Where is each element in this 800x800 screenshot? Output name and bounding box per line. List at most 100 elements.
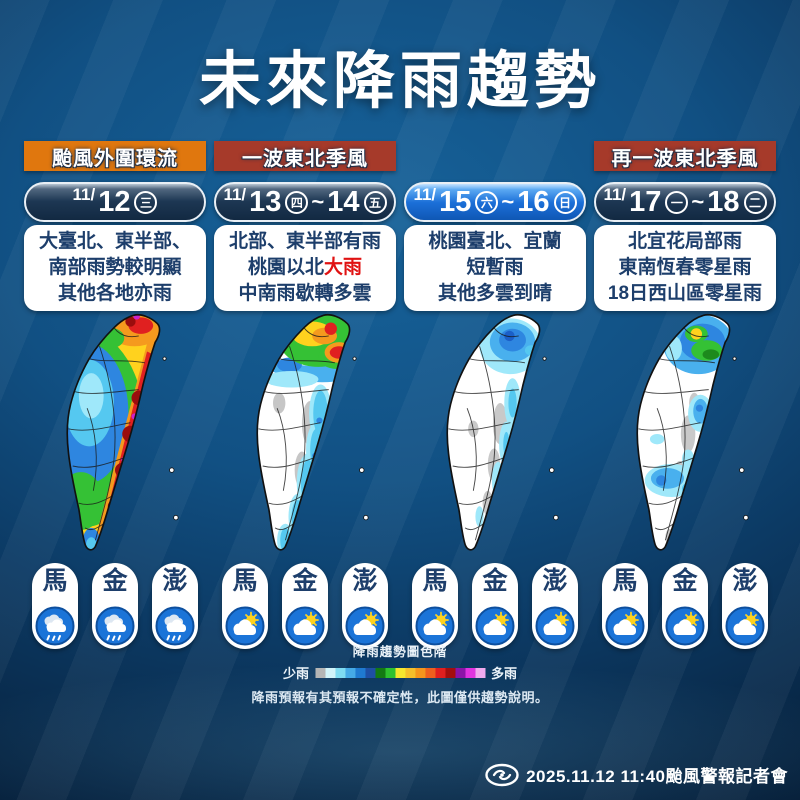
date-pill-nov17-18: 11/17 一 ~18 二 bbox=[594, 182, 776, 222]
tag-typhoon-circulation: 颱風外圍環流 bbox=[24, 141, 206, 171]
heavy-rain-highlight: 大雨 bbox=[324, 257, 363, 278]
island-label: 金 bbox=[482, 567, 508, 595]
day-number: 12 bbox=[98, 185, 131, 218]
legend-more-label: 多雨 bbox=[490, 666, 518, 681]
offshore-islands-row: 馬 金 澎 馬 金 澎 bbox=[24, 563, 776, 649]
islands-nov13-14: 馬 金 澎 bbox=[214, 563, 396, 649]
desc-segment: 桃園以北 bbox=[247, 257, 324, 278]
legend-color-segment bbox=[354, 667, 365, 678]
legend-color-segment bbox=[464, 667, 475, 678]
island-kinmen: 金 bbox=[282, 563, 328, 649]
legend-color-segment bbox=[474, 667, 485, 678]
legend-color-segment bbox=[334, 667, 345, 678]
island-label: 馬 bbox=[42, 567, 68, 595]
day-number: 16 bbox=[517, 185, 550, 218]
range-tilde: ~ bbox=[501, 189, 515, 214]
island-penghu: 澎 bbox=[152, 563, 198, 649]
island-matsu: 馬 bbox=[602, 563, 648, 649]
island-label: 金 bbox=[102, 567, 128, 595]
weekday-badge: 日 bbox=[553, 190, 577, 214]
island-label: 馬 bbox=[232, 567, 258, 595]
rain-map-nov12 bbox=[24, 305, 206, 563]
legend-color-segment bbox=[344, 667, 355, 678]
range-tilde: ~ bbox=[691, 189, 705, 214]
legend-color-segment bbox=[374, 667, 385, 678]
island-kinmen: 金 bbox=[472, 563, 518, 649]
islands-nov17-18: 馬 金 澎 bbox=[594, 563, 776, 649]
legend-color-segment bbox=[324, 667, 335, 678]
date-pill-nov13-14: 11/13 四 ~14 五 bbox=[214, 182, 396, 222]
sun-cloud-icon bbox=[285, 606, 325, 646]
islands-nov12: 馬 金 澎 bbox=[24, 563, 206, 649]
date-pill-nov15-16: 11/15 六 ~16 日 bbox=[404, 182, 586, 222]
month-prefix: 11/ bbox=[72, 185, 96, 204]
day-number: 15 bbox=[439, 185, 472, 218]
desc-line: 桃園以北大雨 bbox=[248, 255, 362, 281]
sun-cloud-icon bbox=[225, 606, 265, 646]
desc-line: 北部、東半部有雨 bbox=[228, 231, 381, 252]
legend-less-label: 少雨 bbox=[282, 666, 309, 681]
sun-cloud-icon bbox=[345, 606, 385, 646]
day-number: 18 bbox=[707, 185, 740, 218]
rain-map-nov15-16 bbox=[404, 305, 586, 563]
rainfall-maps-row bbox=[24, 305, 776, 563]
island-label: 馬 bbox=[612, 567, 638, 595]
legend-color-segment bbox=[414, 667, 425, 678]
day-number: 14 bbox=[327, 185, 360, 218]
island-kinmen: 金 bbox=[662, 563, 708, 649]
forecast-panels: 11/12 三 大臺北、東半部、 南部雨勢較明顯 其他各地亦雨 11/13 四 ~14… bbox=[24, 182, 776, 311]
desc-box-nov15-16: 桃園臺北、宜蘭 短暫雨 其他多雲到晴 bbox=[404, 225, 586, 311]
islands-nov15-16: 馬 金 澎 bbox=[404, 563, 586, 649]
legend-color-segment bbox=[384, 667, 395, 678]
sun-cloud-icon bbox=[535, 606, 575, 646]
desc-line: 南部雨勢較明顯 bbox=[48, 257, 182, 278]
month-prefix: 11/ bbox=[603, 185, 627, 204]
desc-line: 18日西山區零星雨 bbox=[607, 283, 763, 304]
sun-cloud-icon bbox=[415, 606, 455, 646]
month-prefix: 11/ bbox=[223, 185, 247, 204]
legend-bar: 少雨 多雨 bbox=[251, 663, 548, 682]
tag-first-monsoon: 一波東北季風 bbox=[214, 141, 396, 171]
panel-nov12: 11/12 三 大臺北、東半部、 南部雨勢較明顯 其他各地亦雨 bbox=[24, 182, 206, 311]
date-pill-nov12: 11/12 三 bbox=[24, 182, 206, 222]
day-number: 17 bbox=[629, 185, 662, 218]
sun-cloud-icon bbox=[605, 606, 645, 646]
legend-color-segment bbox=[314, 667, 325, 678]
weekday-badge: 四 bbox=[285, 190, 309, 214]
legend-title: 降雨趨勢圖色階 bbox=[352, 645, 448, 659]
legend-color-segment bbox=[454, 667, 465, 678]
island-label: 金 bbox=[672, 567, 698, 595]
range-tilde: ~ bbox=[311, 189, 325, 214]
weekday-badge: 三 bbox=[134, 190, 158, 214]
rainfall-color-legend: 降雨趨勢圖色階 少雨 多雨 降雨預報有其預報不確定性，此圖僅供趨勢說明。 bbox=[251, 641, 548, 706]
island-label: 澎 bbox=[542, 567, 568, 595]
sun-cloud-icon bbox=[475, 606, 515, 646]
desc-line: 東南恆春零星雨 bbox=[618, 257, 752, 278]
tag-next-monsoon: 再一波東北季風 bbox=[594, 141, 776, 171]
footer-caption: 2025.11.12 11:40颱風警報記者會 bbox=[526, 767, 788, 786]
island-penghu: 澎 bbox=[532, 563, 578, 649]
desc-line: 其他多雲到晴 bbox=[437, 283, 552, 304]
legend-color-segment bbox=[364, 667, 375, 678]
panel-nov13-14: 11/13 四 ~14 五 北部、東半部有雨 桃園以北大雨 中南雨歇轉多雲 bbox=[214, 182, 396, 311]
legend-disclaimer: 降雨預報有其預報不確定性，此圖僅供趨勢說明。 bbox=[251, 690, 549, 705]
rain-map-nov13-14 bbox=[214, 305, 396, 563]
rain-map-nov17-18 bbox=[594, 305, 776, 563]
desc-box-nov17-18: 北宜花局部雨 東南恆春零星雨 18日西山區零星雨 bbox=[594, 225, 776, 311]
desc-line: 其他各地亦雨 bbox=[57, 283, 172, 304]
island-label: 金 bbox=[292, 567, 318, 595]
weekday-badge: 二 bbox=[743, 190, 767, 214]
island-label: 澎 bbox=[162, 567, 188, 595]
legend-color-segment bbox=[424, 667, 435, 678]
desc-box-nov12: 大臺北、東半部、 南部雨勢較明顯 其他各地亦雨 bbox=[24, 225, 206, 311]
island-penghu: 澎 bbox=[722, 563, 768, 649]
page-title: 未來降雨趨勢 bbox=[198, 47, 601, 116]
weekday-badge: 六 bbox=[475, 190, 499, 214]
legend-colorbar bbox=[314, 667, 485, 678]
legend-color-segment bbox=[394, 667, 405, 678]
island-label: 澎 bbox=[732, 567, 758, 595]
desc-line: 大臺北、東半部、 bbox=[38, 231, 191, 252]
island-matsu: 馬 bbox=[222, 563, 268, 649]
rain-icon bbox=[155, 606, 195, 646]
sun-cloud-icon bbox=[725, 606, 765, 646]
